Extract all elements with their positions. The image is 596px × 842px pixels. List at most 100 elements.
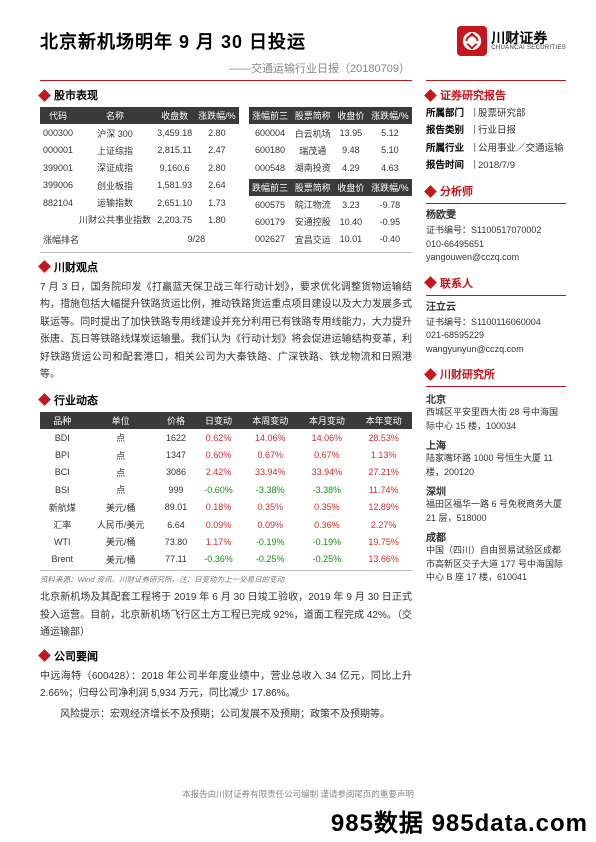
table-cell: -0.25% bbox=[242, 551, 299, 568]
section-icon bbox=[38, 89, 51, 102]
table-cell: 14.06% bbox=[299, 429, 356, 446]
table-cell: 湖南投资 bbox=[291, 159, 334, 176]
rank-label: 涨幅排名 bbox=[40, 229, 154, 250]
table-row: 600180瑞茂通9.485.10 bbox=[249, 142, 412, 159]
table-header: 日变动 bbox=[195, 412, 242, 429]
table-cell: 19.75% bbox=[355, 533, 412, 550]
meta-label: 报告类别 bbox=[426, 124, 470, 138]
table-header: 涨跌幅/% bbox=[195, 107, 239, 124]
table-cell: 深证成指 bbox=[76, 159, 154, 176]
section-icon bbox=[424, 89, 437, 102]
meta-val: 股票研究部 bbox=[478, 107, 566, 121]
divider bbox=[426, 386, 566, 387]
section-icon bbox=[424, 185, 437, 198]
table-row: 汇率人民币/美元6.640.09%0.09%0.36%2.27% bbox=[40, 516, 412, 533]
brand-logo-text-cn: 川财证券 bbox=[491, 31, 566, 46]
table-row: 川财公共事业指数2,203.751.80 bbox=[40, 211, 239, 228]
office-address: 福田区福华一路 6 号免税商务大厦 21 层，518000 bbox=[426, 498, 566, 525]
info-line: 证书编号：S1100116060004 bbox=[426, 316, 566, 330]
side-title-analyst: 分析师 bbox=[440, 183, 473, 199]
table-cell: 27.21% bbox=[355, 464, 412, 481]
table-cell: 10.01 bbox=[334, 231, 368, 248]
meta-row: 报告类别丨行业日报 bbox=[426, 124, 566, 138]
table-cell bbox=[40, 211, 76, 228]
table-cell: 77.11 bbox=[157, 551, 196, 568]
table-cell: -0.19% bbox=[242, 533, 299, 550]
table-header: 股票简称 bbox=[291, 179, 334, 196]
table-cell: 1622 bbox=[157, 429, 196, 446]
page-title: 北京新机场明年 9 月 30 日投运 bbox=[40, 28, 306, 54]
table-cell: 600575 bbox=[249, 196, 292, 213]
table-cell: 73.80 bbox=[157, 533, 196, 550]
office-address: 西城区平安里西大街 28 号中海国际中心 15 楼，100034 bbox=[426, 406, 566, 433]
meta-row: 所属部门丨股票研究部 bbox=[426, 107, 566, 121]
section-icon bbox=[38, 260, 51, 273]
table-cell: 安通控股 bbox=[291, 213, 334, 230]
table-cell: -0.95 bbox=[368, 213, 412, 230]
table-header: 涨幅前三 bbox=[249, 107, 292, 124]
table-cell: 10.40 bbox=[334, 213, 368, 230]
footer-watermark: 985数据 985data.com bbox=[331, 803, 588, 838]
meta-sep: 丨 bbox=[470, 107, 478, 121]
table-cell: 000300 bbox=[40, 124, 76, 141]
table-row: 600575皖江物流3.23-9.78 bbox=[249, 196, 412, 213]
table-header: 收盘价 bbox=[334, 107, 368, 124]
meta-val: 2018/7/9 bbox=[478, 159, 566, 173]
table-cell: 3,459.18 bbox=[154, 124, 195, 141]
table-row: 600179安通控股10.40-0.95 bbox=[249, 213, 412, 230]
table-row: 000548湖南投资4.294.63 bbox=[249, 159, 412, 176]
info-line: 证书编号：S1100517070002 bbox=[426, 224, 566, 238]
divider bbox=[40, 80, 412, 81]
table-cell: 2,203.75 bbox=[154, 211, 195, 228]
section-icon bbox=[424, 368, 437, 381]
table-cell: 美元/桶 bbox=[85, 533, 157, 550]
table-row: 000001上证综指2,815.112.47 bbox=[40, 142, 239, 159]
table-header: 本月变动 bbox=[299, 412, 356, 429]
divider bbox=[40, 570, 412, 571]
table-cell: -9.78 bbox=[368, 196, 412, 213]
table-cell: 3.23 bbox=[334, 196, 368, 213]
brand-logo: 川财证券 CHUANCAI SECURITIES bbox=[457, 26, 566, 56]
table-cell: 汇率 bbox=[40, 516, 85, 533]
side-title-institute: 川财研究所 bbox=[440, 366, 495, 382]
table-cell: 4.63 bbox=[368, 159, 412, 176]
table-cell: 点 bbox=[85, 481, 157, 498]
company-body: 中远海特（600428）：2018 年公司半年度业绩中，营业总收入 34 亿元，… bbox=[40, 668, 412, 703]
table-row: 002627宜昌交运10.01-0.40 bbox=[249, 231, 412, 248]
table-cell: 600180 bbox=[249, 142, 292, 159]
table-cell: 沪深 300 bbox=[76, 124, 154, 141]
table-cell: 13.66% bbox=[355, 551, 412, 568]
section-title-industry: 行业动态 bbox=[54, 392, 98, 408]
table-cell: 2.42% bbox=[195, 464, 242, 481]
table-cell: 新航煤 bbox=[40, 499, 85, 516]
table-header: 本周变动 bbox=[242, 412, 299, 429]
info-line: yangouwen@cczq.com bbox=[426, 251, 566, 265]
table-cell: 11.74% bbox=[355, 481, 412, 498]
table-cell: 点 bbox=[85, 446, 157, 463]
table-cell: 皖江物流 bbox=[291, 196, 334, 213]
table-row: BCI点30862.42%33.94%33.94%27.21% bbox=[40, 464, 412, 481]
meta-row: 所属行业丨公用事业／交通运输 bbox=[426, 142, 566, 156]
market-right-top-body: 600004白云机场13.955.12600180瑞茂通9.485.100005… bbox=[249, 124, 412, 176]
table-cell: 0.67% bbox=[242, 446, 299, 463]
market-left-body: 000300沪深 3003,459.182.80000001上证综指2,815.… bbox=[40, 124, 239, 228]
table-cell: 28.53% bbox=[355, 429, 412, 446]
table-header: 价格 bbox=[157, 412, 196, 429]
market-right-bot-body: 600575皖江物流3.23-9.78600179安通控股10.40-0.950… bbox=[249, 196, 412, 248]
side-title-report: 证券研究报告 bbox=[440, 87, 506, 103]
table-cell: 美元/桶 bbox=[85, 499, 157, 516]
subtitle: ——交通运输行业日报（20180709） bbox=[40, 60, 412, 76]
info-line: wangyunyun@cczq.com bbox=[426, 343, 566, 357]
section-icon bbox=[38, 393, 51, 406]
office-city: 北京 bbox=[426, 391, 566, 406]
table-cell: 0.60% bbox=[195, 446, 242, 463]
table-cell: 999 bbox=[157, 481, 196, 498]
table-cell: 882104 bbox=[40, 194, 76, 211]
table-header: 跌幅前三 bbox=[249, 179, 292, 196]
table-row: 600004白云机场13.955.12 bbox=[249, 124, 412, 141]
divider bbox=[426, 203, 566, 204]
table-cell: 000548 bbox=[249, 159, 292, 176]
table-cell: 1.13% bbox=[355, 446, 412, 463]
industry-head: 品种单位价格日变动本周变动本月变动本年变动 bbox=[40, 412, 412, 429]
table-row: 882104运输指数2,651.101.73 bbox=[40, 194, 239, 211]
